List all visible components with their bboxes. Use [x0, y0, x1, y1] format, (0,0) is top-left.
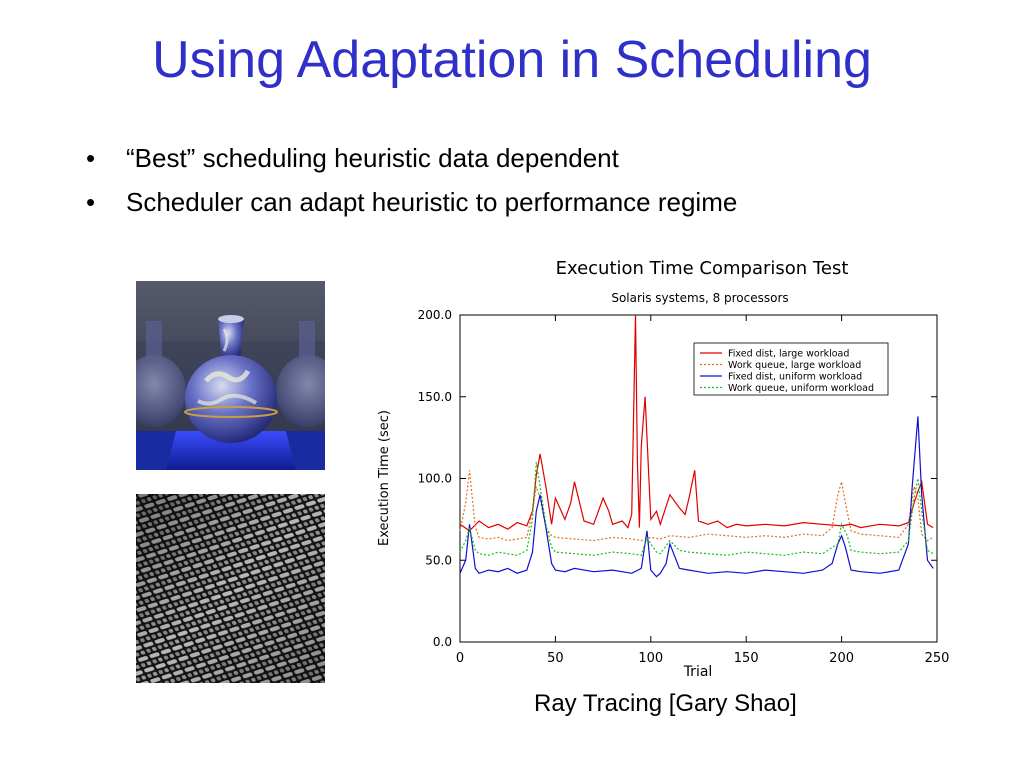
bullet-text: “Best” scheduling heuristic data depende… — [126, 143, 619, 173]
bullet-list: • “Best” scheduling heuristic data depend… — [86, 136, 737, 224]
ray-traced-mesh-image — [136, 494, 325, 683]
x-tick-label: 150 — [734, 651, 759, 666]
series-line-1 — [459, 470, 934, 542]
x-axis-label: Trial — [683, 664, 713, 680]
y-axis-ticks: 0.0 50.0 100.0 150.0 200.0 — [418, 308, 937, 649]
legend-entry: Work queue, uniform workload — [728, 383, 874, 394]
y-tick-label: 0.0 — [433, 635, 452, 649]
bullet-item: • Scheduler can adapt heuristic to perfor… — [86, 180, 737, 224]
x-tick-label: 200 — [829, 651, 854, 666]
y-tick-label: 150.0 — [418, 390, 452, 404]
y-tick-label: 50.0 — [425, 553, 452, 567]
x-tick-label: 100 — [638, 651, 663, 666]
series-group — [459, 314, 934, 578]
series-line-0 — [459, 314, 934, 532]
x-tick-label: 250 — [925, 651, 950, 666]
execution-time-chart: Execution Time Comparison Test Solaris s… — [360, 245, 980, 685]
bullet-dot-icon: • — [86, 187, 96, 217]
bullet-text: Scheduler can adapt heuristic to perform… — [126, 187, 738, 217]
legend-entry: Fixed dist, uniform workload — [728, 372, 862, 383]
figure-caption: Ray Tracing [Gary Shao] — [534, 690, 797, 717]
ray-traced-vase-image — [136, 281, 325, 470]
legend-entry: Work queue, large workload — [728, 360, 861, 371]
bullet-item: • “Best” scheduling heuristic data depend… — [86, 136, 737, 180]
x-tick-label: 50 — [547, 651, 564, 666]
bullet-dot-icon: • — [86, 143, 96, 173]
chart-title: Execution Time Comparison Test — [556, 258, 849, 279]
y-tick-label: 100.0 — [418, 472, 452, 486]
series-line-3 — [459, 462, 934, 556]
legend-box — [693, 342, 889, 396]
slide-title: Using Adaptation in Scheduling — [152, 31, 872, 89]
x-axis-ticks: 0 50 100 150 200 250 — [456, 315, 950, 666]
chart-subtitle: Solaris systems, 8 processors — [611, 291, 788, 305]
legend-entry: Fixed dist, large workload — [728, 349, 849, 360]
y-axis-label: Execution Time (sec) — [377, 410, 392, 546]
series-line-2 — [459, 416, 934, 578]
x-tick-label: 0 — [456, 651, 464, 666]
y-tick-label: 200.0 — [418, 308, 452, 322]
